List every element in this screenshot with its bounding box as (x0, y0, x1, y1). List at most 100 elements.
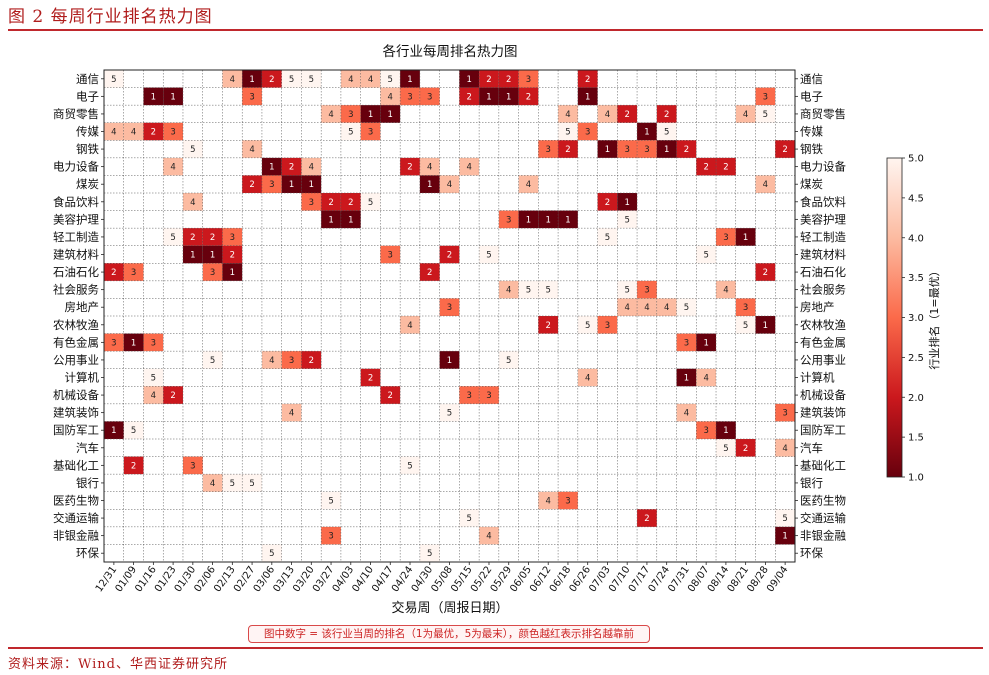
cell-rank-label: 5 (309, 75, 314, 85)
heatmap-cell (242, 140, 262, 158)
heatmap-cell (459, 157, 480, 176)
heatmap-cell (518, 70, 539, 88)
cell-rank-label: 4 (368, 75, 373, 85)
cell-rank-label: 4 (723, 286, 728, 296)
cell-rank-label: 5 (388, 75, 393, 85)
cell-rank-label: 3 (486, 391, 491, 401)
cell-rank-label: 5 (605, 233, 610, 243)
cell-rank-label: 5 (703, 251, 708, 261)
cell-rank-label: 4 (328, 110, 333, 120)
heatmap-cell (479, 245, 499, 264)
cell-rank-label: 2 (526, 92, 531, 102)
y-tick-label-right: 电力设备 (800, 160, 846, 174)
y-tick-label-left: 建筑材料 (53, 248, 99, 262)
heatmap-cell (419, 263, 440, 281)
cell-rank-label: 1 (703, 338, 708, 348)
y-tick-label-right: 国防军工 (800, 423, 846, 437)
cell-rank-label: 2 (506, 75, 511, 85)
y-tick-label-right: 社会服务 (800, 283, 846, 297)
colorbar-tick-label: 3.5 (908, 273, 924, 284)
y-tick-label-left: 钢铁 (76, 142, 99, 156)
cell-rank-label: 1 (506, 92, 511, 102)
heatmap-cell (696, 245, 717, 264)
y-tick-label-left: 电子 (76, 89, 99, 103)
heatmap-cell (400, 87, 420, 106)
cell-rank-label: 5 (407, 461, 412, 471)
heatmap-cell (182, 456, 203, 475)
cell-rank-label: 1 (585, 92, 590, 102)
heatmap-cell (716, 228, 736, 246)
y-tick-label-left: 轻工制造 (53, 230, 99, 244)
heatmap-cell (202, 228, 223, 246)
cell-rank-label: 2 (427, 268, 432, 278)
heatmap-cell (104, 421, 124, 439)
heatmap-cell (775, 526, 795, 545)
heatmap-cell (202, 474, 223, 492)
cell-rank-label: 1 (249, 75, 254, 85)
cell-rank-label: 2 (763, 268, 768, 278)
heatmap-cell (222, 228, 243, 246)
heatmap-cell (637, 280, 657, 299)
heatmap-cell (400, 157, 420, 176)
cell-rank-label: 4 (526, 180, 531, 190)
heatmap-cell (518, 175, 539, 193)
cell-rank-label: 1 (763, 321, 768, 331)
cell-rank-label: 4 (131, 128, 136, 138)
heatmap-cell (735, 105, 756, 123)
y-tick-label-left: 交通运输 (53, 511, 99, 525)
heatmap-cell (380, 87, 401, 106)
cell-rank-label: 3 (605, 321, 610, 331)
heatmap-cell (400, 70, 420, 88)
chart-title: 各行业每周排名热力图 (382, 44, 518, 60)
heatmap-cell (775, 509, 795, 527)
figure-title: 图 2 每周行业排名热力图 (8, 7, 213, 27)
cell-rank-label: 1 (546, 215, 551, 225)
y-tick-label-right: 机械设备 (800, 388, 846, 402)
heatmap-cell (380, 386, 401, 404)
cell-rank-label: 4 (684, 409, 689, 419)
cell-rank-label: 1 (170, 92, 175, 102)
heatmap-cell (360, 368, 381, 387)
heatmap-cell (716, 439, 736, 457)
cell-rank-label: 4 (309, 163, 314, 173)
heatmap-cell (676, 298, 697, 316)
cell-rank-label: 1 (210, 251, 215, 261)
y-tick-label-left: 建筑装饰 (53, 406, 99, 420)
heatmap-cell (321, 526, 341, 545)
cell-rank-label: 3 (624, 145, 629, 155)
cell-rank-label: 2 (624, 110, 629, 120)
heatmap-cell (775, 439, 795, 457)
heatmap-cell (340, 210, 361, 229)
cell-rank-label: 1 (190, 251, 195, 261)
heatmap-cell (518, 210, 539, 229)
heatmap-cell (340, 105, 361, 123)
heatmap-cell (202, 245, 223, 264)
heatmap-cell (163, 386, 183, 404)
cell-rank-label: 2 (447, 251, 452, 261)
cell-rank-label: 5 (467, 514, 472, 524)
cell-rank-label: 4 (486, 532, 491, 542)
y-tick-label-left: 社会服务 (53, 283, 99, 297)
y-tick-label-right: 房地产 (800, 300, 835, 314)
heatmap-cell (518, 87, 539, 106)
heatmap-cell (104, 70, 124, 88)
y-tick-label-right: 环保 (800, 546, 823, 560)
heatmap-cell (479, 386, 499, 404)
heatmap-cell (558, 105, 578, 123)
cell-rank-label: 3 (368, 128, 373, 138)
heatmap-cell (597, 316, 618, 334)
cell-rank-label: 4 (585, 374, 590, 384)
cell-rank-label: 2 (782, 145, 787, 155)
cell-rank-label: 1 (526, 215, 531, 225)
cell-rank-label: 4 (565, 110, 570, 120)
bottom-divider (8, 647, 983, 649)
cell-rank-label: 3 (506, 215, 511, 225)
heatmap-cell (755, 87, 776, 106)
cell-rank-label: 5 (526, 286, 531, 296)
cell-rank-label: 1 (467, 75, 472, 85)
cell-rank-label: 2 (605, 198, 610, 208)
heatmap-cell (104, 333, 124, 352)
cell-rank-label: 1 (743, 233, 748, 243)
cell-rank-label: 2 (368, 374, 373, 384)
cell-rank-label: 2 (328, 198, 333, 208)
